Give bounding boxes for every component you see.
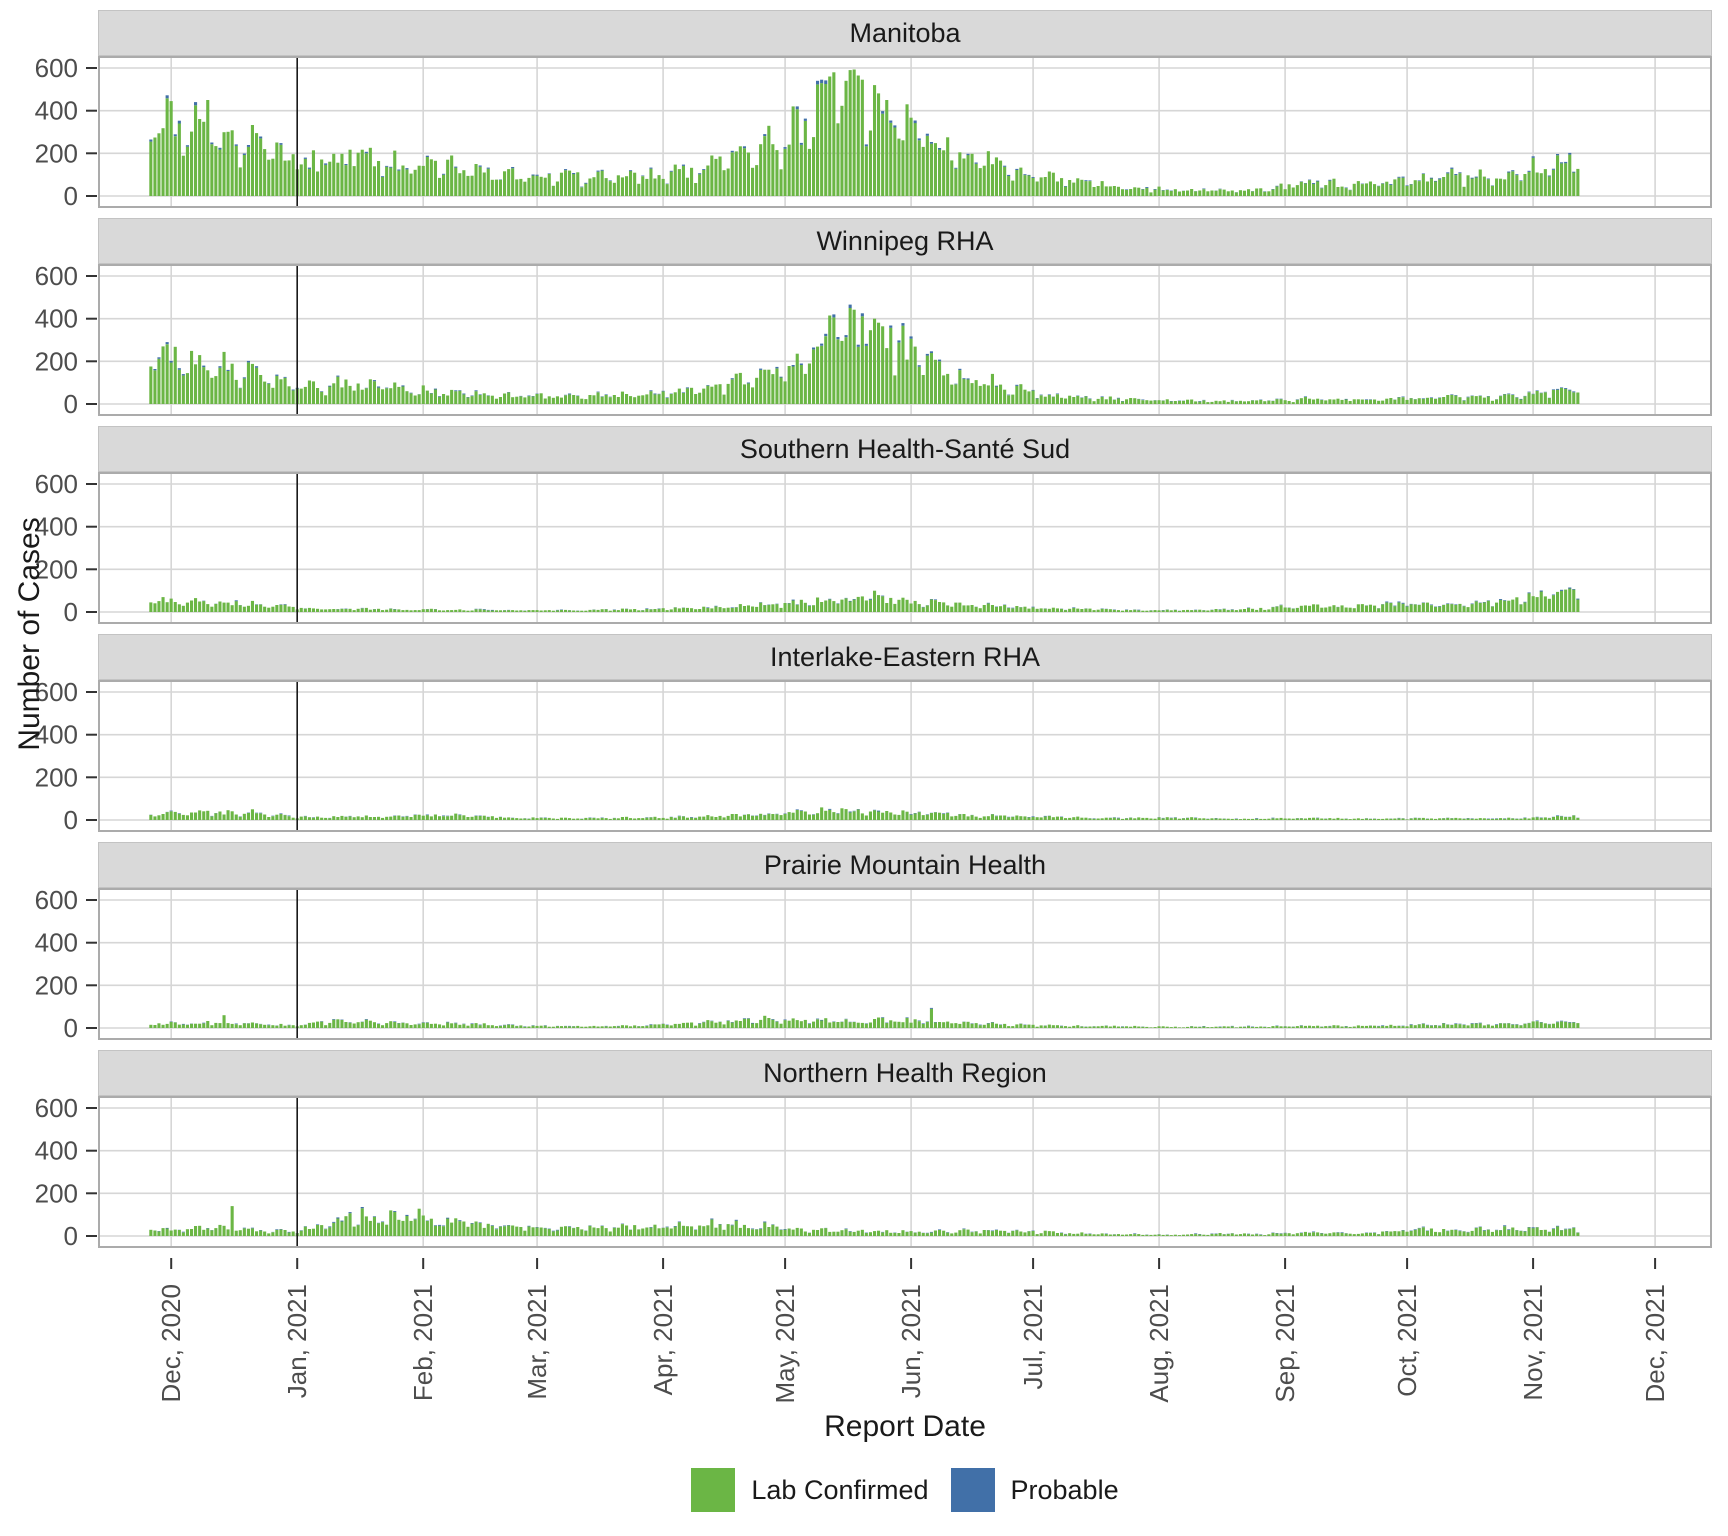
y-axis-ticks: 0 200 400 600	[35, 264, 97, 416]
facet-strip: Interlake-Eastern RHA	[98, 634, 1712, 680]
bars	[149, 1007, 1580, 1028]
svg-text:Mar, 2021: Mar, 2021	[522, 1284, 552, 1400]
facet-northern-health: Northern Health Region 0 200 400 600	[0, 1050, 1728, 1248]
svg-text:Nov, 2021: Nov, 2021	[1518, 1284, 1548, 1401]
legend-item-probable: Probable	[950, 1468, 1119, 1512]
svg-text:0: 0	[64, 1013, 78, 1040]
svg-text:Apr, 2021: Apr, 2021	[648, 1284, 678, 1395]
bars	[149, 304, 1580, 404]
facet-strip: Northern Health Region	[98, 1050, 1712, 1096]
y-axis-ticks: 0 200 400 600	[35, 472, 97, 624]
svg-text:600: 600	[35, 888, 78, 915]
y-axis-ticks: 0 200 400 600	[35, 888, 97, 1040]
facet-strip: Prairie Mountain Health	[98, 842, 1712, 888]
facet-strip-title: Northern Health Region	[763, 1057, 1047, 1088]
facet-strip-title: Winnipeg RHA	[816, 225, 994, 256]
svg-text:600: 600	[35, 264, 78, 291]
facet-strip: Southern Health-Santé Sud	[98, 426, 1712, 472]
bars	[149, 807, 1580, 820]
facet-plot: 0 200 400 600	[35, 472, 1712, 624]
svg-text:0: 0	[64, 389, 78, 416]
svg-text:400: 400	[35, 720, 78, 750]
svg-text:200: 200	[35, 1178, 78, 1208]
bars	[149, 587, 1580, 612]
svg-text:Dec, 2020: Dec, 2020	[156, 1284, 186, 1403]
svg-text:600: 600	[35, 472, 78, 499]
x-axis: Dec, 2020 Jan, 2021 Feb, 2021 Mar, 2021 Apr,…	[156, 1258, 1670, 1403]
y-axis-ticks: 0 200 400 600	[35, 680, 97, 832]
facet-strip-title: Interlake-Eastern RHA	[769, 641, 1041, 672]
facet-plot: 0 200 400 600	[35, 1096, 1712, 1248]
x-axis-title: Report Date	[824, 1410, 986, 1443]
svg-text:0: 0	[64, 1221, 78, 1248]
bars	[149, 69, 1580, 196]
probable-swatch-icon	[950, 1468, 995, 1512]
svg-text:0: 0	[64, 181, 78, 208]
facet-plot: 0 200 400 600	[35, 264, 1712, 416]
svg-text:Oct, 2021: Oct, 2021	[1392, 1284, 1422, 1397]
y-axis-title: Number of Cases	[13, 517, 46, 751]
svg-text:Feb, 2021: Feb, 2021	[408, 1284, 438, 1401]
svg-text:0: 0	[64, 805, 78, 832]
svg-text:Jun, 2021: Jun, 2021	[896, 1284, 926, 1398]
svg-text:Jan, 2021: Jan, 2021	[282, 1284, 312, 1398]
facet-strip: Winnipeg RHA	[98, 218, 1712, 264]
facet-plot: 0 200 400 600	[35, 56, 1712, 208]
legend-item-lab-confirmed: Lab Confirmed	[691, 1468, 929, 1512]
facet-plot: 0 200 400 600	[35, 680, 1712, 832]
svg-text:200: 200	[35, 554, 78, 584]
facet-southern-health: Southern Health-Santé Sud 0 200 400 600	[0, 426, 1728, 624]
svg-text:400: 400	[35, 96, 78, 126]
svg-text:Aug, 2021: Aug, 2021	[1144, 1284, 1174, 1403]
svg-text:600: 600	[35, 1096, 78, 1123]
lab-confirmed-swatch-icon	[691, 1468, 736, 1512]
svg-text:Dec, 2021: Dec, 2021	[1640, 1284, 1670, 1403]
svg-text:200: 200	[35, 970, 78, 1000]
facet-plot: 0 200 400 600	[35, 888, 1712, 1040]
facet-interlake-eastern: Interlake-Eastern RHA 0 200 400 600	[0, 634, 1728, 832]
facet-prairie-mountain: Prairie Mountain Health 0 200 400 600	[0, 842, 1728, 1040]
bars	[149, 1206, 1580, 1236]
svg-text:400: 400	[35, 928, 78, 958]
svg-text:600: 600	[35, 680, 78, 707]
facet-strip: Manitoba	[98, 10, 1712, 56]
svg-text:200: 200	[35, 762, 78, 792]
svg-text:0: 0	[64, 597, 78, 624]
legend: Lab Confirmed Probable	[98, 1468, 1712, 1512]
svg-text:400: 400	[35, 304, 78, 334]
x-axis-ticks: Dec, 2020 Jan, 2021 Feb, 2021 Mar, 2021 Apr,…	[156, 1258, 1670, 1403]
svg-text:May, 2021: May, 2021	[770, 1284, 800, 1403]
facet-strip-title: Prairie Mountain Health	[763, 849, 1047, 880]
y-axis-ticks: 0 200 400 600	[35, 1096, 97, 1248]
svg-text:200: 200	[35, 346, 78, 376]
svg-text:Sep, 2021: Sep, 2021	[1270, 1284, 1300, 1403]
legend-label: Lab Confirmed	[751, 1474, 929, 1505]
legend-label: Probable	[1010, 1474, 1119, 1505]
svg-text:Jul, 2021: Jul, 2021	[1018, 1284, 1048, 1390]
y-axis-ticks: 0 200 400 600	[35, 56, 97, 208]
gridlines	[98, 888, 1712, 1040]
facet-manitoba: Manitoba 0 200 400 600	[0, 10, 1728, 208]
svg-text:400: 400	[35, 1136, 78, 1166]
svg-text:400: 400	[35, 512, 78, 542]
facet-winnipeg-rha: Winnipeg RHA 0 200 400 600	[0, 218, 1728, 416]
facet-strip-title: Manitoba	[849, 17, 961, 48]
svg-text:200: 200	[35, 138, 78, 168]
svg-text:600: 600	[35, 56, 78, 83]
facet-strip-title: Southern Health-Santé Sud	[739, 433, 1071, 464]
